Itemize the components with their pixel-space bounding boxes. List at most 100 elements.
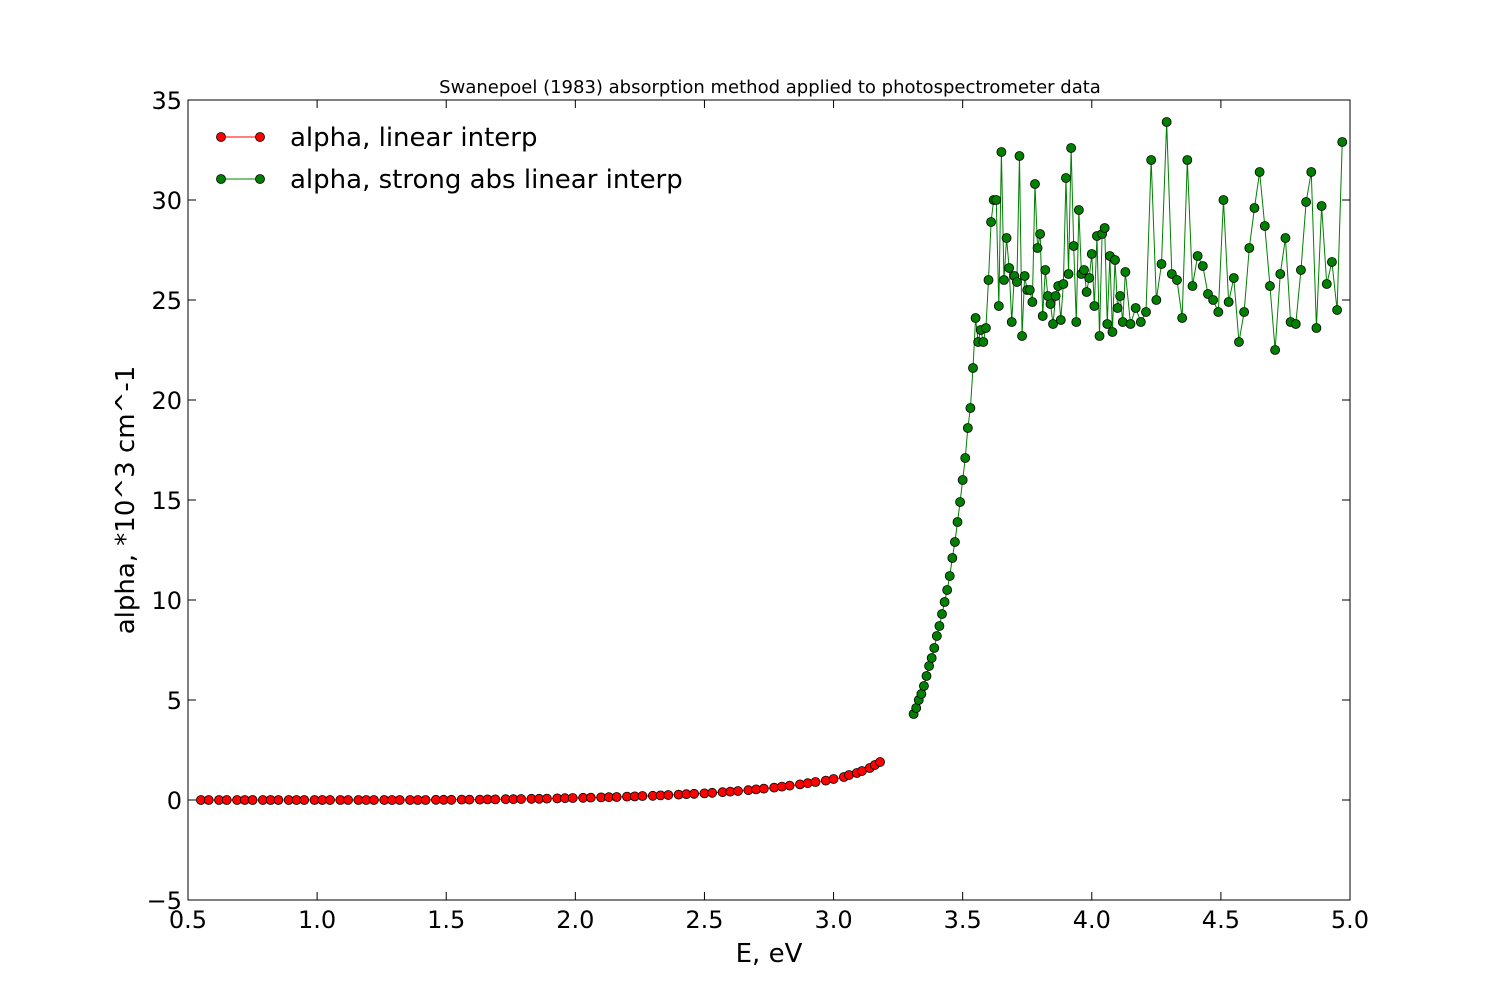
plot-background xyxy=(188,100,1350,900)
data-point xyxy=(1040,265,1051,275)
legend-marker-linear-interp-right xyxy=(255,132,265,142)
plot-frame xyxy=(187,99,1351,901)
data-point xyxy=(1223,297,1234,307)
series-layer xyxy=(196,117,1348,805)
data-point xyxy=(637,791,648,801)
legend-label-strong-abs: alpha, strong abs linear interp xyxy=(290,165,683,195)
data-point xyxy=(1208,295,1219,305)
x-tick-label: 5.0 xyxy=(1331,906,1369,934)
data-point xyxy=(1073,205,1084,215)
data-point xyxy=(1296,265,1306,275)
legend-entry-strong-abs: alpha, strong abs linear interp xyxy=(216,165,683,195)
legend: alpha, linear interp alpha, strong abs l… xyxy=(216,123,683,195)
data-point xyxy=(1035,229,1046,239)
tick-label-layer: 0.5 1.0 1.5 2.0 2.5 3.0 3.5 4.0 4.5 5.0 −5 0 5 10 15 20… xyxy=(147,87,1369,934)
data-point xyxy=(996,147,1007,157)
data-point xyxy=(516,794,527,804)
data-point xyxy=(325,795,335,805)
data-point xyxy=(960,453,971,463)
data-point xyxy=(1006,317,1017,327)
data-point xyxy=(1094,331,1105,341)
x-axis-label: E, eV xyxy=(736,939,803,969)
data-point xyxy=(950,537,960,547)
x-tick-label: 3.5 xyxy=(944,906,982,934)
data-point xyxy=(993,301,1004,311)
y-tick-label: −5 xyxy=(147,887,182,915)
data-point xyxy=(939,597,950,607)
data-point xyxy=(1311,323,1322,333)
data-point xyxy=(343,795,354,805)
data-point xyxy=(1259,221,1270,231)
data-point xyxy=(944,571,955,581)
data-point xyxy=(983,275,994,285)
data-point xyxy=(1130,303,1141,313)
data-point xyxy=(1228,273,1239,283)
data-point xyxy=(810,777,821,787)
data-point xyxy=(1172,275,1182,285)
data-point xyxy=(1275,269,1286,279)
y-tick-label: 10 xyxy=(151,587,182,615)
legend-marker-strong-abs-right xyxy=(255,174,265,184)
data-point xyxy=(1306,167,1317,177)
x-tick-label: 4.0 xyxy=(1073,906,1111,934)
series-0 xyxy=(196,757,885,805)
data-point xyxy=(1055,315,1066,325)
data-point xyxy=(1001,233,1012,243)
data-point xyxy=(955,497,965,507)
y-axis-label: alpha, *10^3 cm^-1 xyxy=(111,366,141,635)
data-point xyxy=(1244,243,1255,253)
data-point xyxy=(221,795,232,805)
data-point xyxy=(962,423,973,433)
data-point xyxy=(1107,327,1118,337)
data-point xyxy=(1332,305,1342,315)
data-point xyxy=(1079,265,1089,275)
data-point xyxy=(1099,223,1110,233)
data-point xyxy=(707,787,718,798)
data-point xyxy=(1017,331,1027,341)
data-point xyxy=(1084,273,1095,283)
data-point xyxy=(1197,261,1208,271)
data-point xyxy=(929,643,940,653)
data-point xyxy=(1115,291,1126,301)
x-tick-label: 2.5 xyxy=(685,906,723,934)
data-point xyxy=(1045,299,1056,309)
data-point xyxy=(611,792,622,802)
data-point xyxy=(919,681,929,691)
data-point xyxy=(970,313,981,323)
data-point xyxy=(934,621,945,631)
data-point xyxy=(1265,281,1275,291)
data-point xyxy=(1120,267,1131,277)
data-point xyxy=(828,774,839,784)
data-point xyxy=(420,795,431,805)
data-point xyxy=(1014,151,1025,161)
x-tick-label: 1.5 xyxy=(427,906,465,934)
data-point xyxy=(942,585,953,595)
data-point xyxy=(1048,319,1058,329)
x-tick-label: 3.0 xyxy=(814,906,852,934)
data-point xyxy=(1110,255,1120,265)
data-point xyxy=(758,783,769,794)
data-point xyxy=(1187,281,1198,291)
legend-marker-linear-interp-left xyxy=(216,132,226,142)
series-1 xyxy=(908,117,1348,719)
data-point xyxy=(1156,259,1167,269)
data-point xyxy=(1151,295,1162,305)
data-point xyxy=(981,323,991,333)
data-point xyxy=(1141,307,1151,317)
data-point xyxy=(1066,143,1077,153)
data-point xyxy=(1327,257,1337,267)
data-point xyxy=(1102,319,1113,329)
legend-label-linear-interp: alpha, linear interp xyxy=(290,123,538,153)
data-point xyxy=(247,795,258,805)
data-point xyxy=(567,793,578,803)
data-point xyxy=(1089,301,1100,311)
data-point xyxy=(1068,241,1079,251)
data-point xyxy=(1182,155,1193,165)
data-point xyxy=(937,609,947,619)
data-point xyxy=(1301,197,1311,207)
data-point xyxy=(1146,155,1157,165)
data-point xyxy=(394,795,405,805)
data-point xyxy=(1027,297,1038,307)
x-tick-label: 1.0 xyxy=(298,906,336,934)
